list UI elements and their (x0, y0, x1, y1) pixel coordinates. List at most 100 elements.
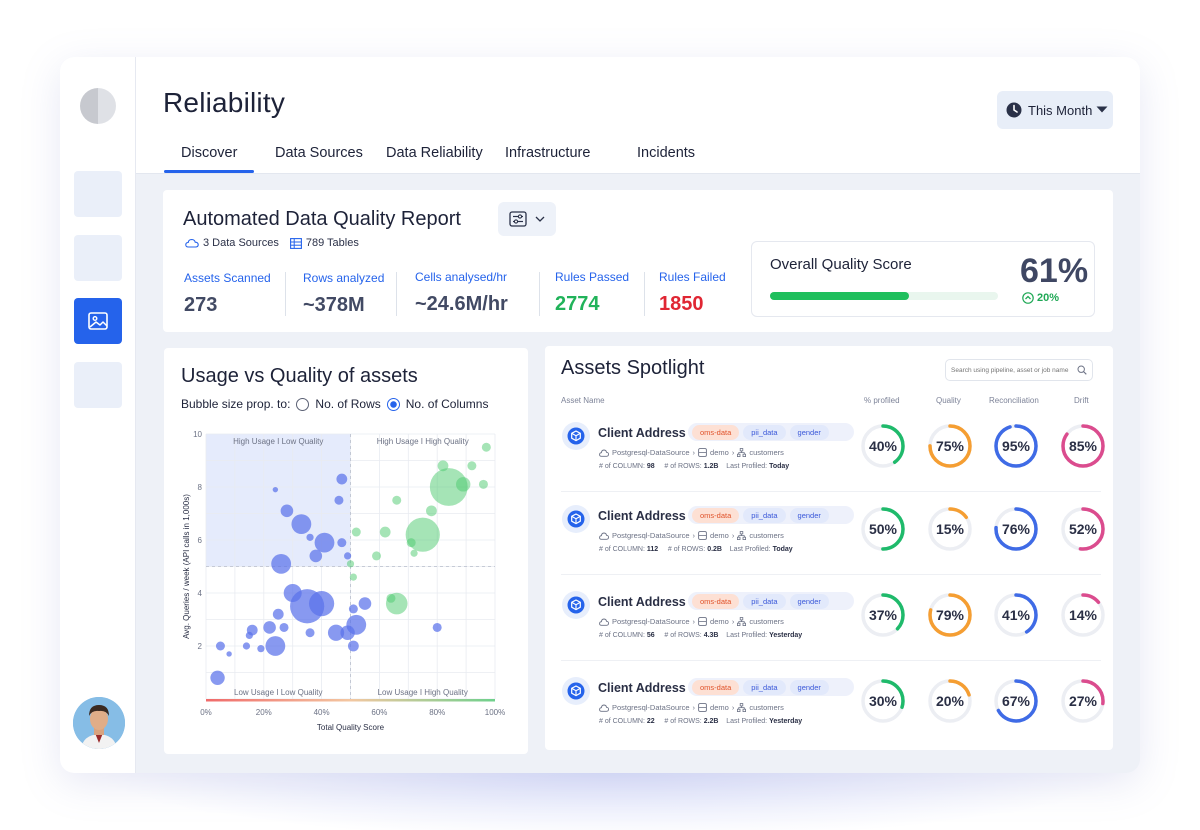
ring-chart (861, 593, 905, 637)
radio-rows-label[interactable]: No. of Rows (315, 397, 381, 411)
sidebar (60, 57, 136, 773)
ring-value: 75% (935, 438, 965, 454)
asset-table[interactable]: customers (749, 703, 784, 712)
ring-fill (928, 679, 972, 723)
radio-columns-label[interactable]: No. of Columns (405, 397, 489, 411)
asset-name[interactable]: Client Address (598, 681, 686, 695)
bubble-point (348, 604, 358, 614)
metric-rules-failed: Rules Failed 1850 (659, 270, 726, 316)
asset-icon-wrap (562, 505, 590, 533)
tag[interactable]: pii_data (743, 507, 786, 523)
score-title: Overall Quality Score (770, 256, 912, 273)
column-count: 112 (646, 546, 659, 553)
asset-path: Postgresql-DataSource › demo › customers (599, 617, 784, 626)
report-filter-button[interactable] (498, 202, 556, 236)
tag[interactable]: oms-data (692, 593, 740, 609)
asset-icon-wrap (562, 591, 590, 619)
asset-source[interactable]: Postgresql-DataSource (612, 703, 690, 712)
cube-icon (567, 682, 585, 700)
column-count-label: # of COLUMN: (599, 718, 645, 725)
chevron-right-icon: › (731, 703, 735, 712)
ring-fill (928, 593, 972, 637)
bubble-point (386, 593, 396, 603)
metric-value: ~378M (303, 294, 365, 316)
asset-schema[interactable]: demo (710, 448, 729, 457)
tag[interactable]: pii_data (743, 679, 786, 695)
tag[interactable]: pii_data (743, 424, 786, 440)
bubble-point (358, 597, 372, 610)
tab-incidents[interactable]: Incidents (637, 145, 696, 161)
asset-name[interactable]: Client Address (598, 426, 686, 440)
tab-infrastructure[interactable]: Infrastructure (505, 145, 591, 161)
app-logo[interactable] (80, 88, 116, 124)
ring-fill (861, 593, 905, 637)
col-profiled: % profiled (864, 396, 900, 405)
tag[interactable]: gender (789, 679, 829, 695)
last-profiled: Yesterday (769, 718, 803, 725)
bubble-point (337, 538, 347, 548)
spotlight-search[interactable] (945, 359, 1093, 381)
tab-data-reliability[interactable]: Data Reliability (386, 145, 483, 161)
sidebar-item-4[interactable] (74, 362, 122, 408)
asset-table[interactable]: customers (749, 531, 784, 540)
asset-row[interactable]: Client Address oms-data pii_data gender … (545, 406, 1113, 492)
ring-quality: 79% (926, 591, 974, 639)
sidebar-item-gallery[interactable] (74, 298, 122, 344)
bubble-point (226, 651, 232, 657)
row-divider (561, 660, 1101, 661)
ring-value: 27% (1068, 693, 1098, 709)
bubble-point (346, 560, 355, 568)
sidebar-item-1[interactable] (74, 171, 122, 217)
metric-label: Cells analysed/hr (415, 270, 508, 284)
tag[interactable]: gender (789, 507, 829, 523)
bubble-point (349, 573, 357, 581)
asset-path: Postgresql-DataSource › demo › customers (599, 703, 784, 712)
asset-source[interactable]: Postgresql-DataSource (612, 531, 690, 540)
tag[interactable]: oms-data (692, 424, 740, 440)
asset-table[interactable]: customers (749, 448, 784, 457)
quality-report-card: Automated Data Quality Report 3 Data Sou… (163, 190, 1113, 332)
col-reconciliation: Reconciliation (989, 396, 1039, 405)
column-count-label: # of COLUMN: (599, 632, 645, 639)
asset-name[interactable]: Client Address (598, 509, 686, 523)
ring-fill (861, 424, 905, 468)
asset-row[interactable]: Client Address oms-data pii_data gender … (545, 575, 1113, 661)
ring-value: 20% (935, 693, 965, 709)
asset-row[interactable]: Client Address oms-data pii_data gender … (545, 661, 1113, 747)
asset-schema[interactable]: demo (710, 703, 729, 712)
col-asset-name: Asset Name (561, 396, 605, 405)
chevron-right-icon: › (731, 617, 735, 626)
last-profiled-label: Last Profiled: (726, 718, 768, 725)
period-dropdown[interactable]: This Month (997, 91, 1113, 129)
bubble-point (280, 504, 294, 518)
asset-tags: oms-data pii_data gender (688, 506, 854, 524)
user-avatar[interactable] (73, 697, 125, 749)
tab-data-sources[interactable]: Data Sources (275, 145, 363, 161)
score-delta: 20% (1022, 292, 1059, 304)
quadrant-label: High Usage I Low Quality (233, 437, 323, 446)
tag[interactable]: gender (789, 424, 829, 440)
last-profiled-label: Last Profiled: (726, 632, 768, 639)
radio-columns[interactable] (386, 397, 400, 411)
y-tick-label: 10 (193, 430, 202, 439)
tab-discover[interactable]: Discover (181, 145, 238, 161)
metric-rules-passed: Rules Passed 2774 (555, 270, 629, 316)
asset-table[interactable]: customers (749, 617, 784, 626)
tag[interactable]: oms-data (692, 679, 740, 695)
radio-rows[interactable] (296, 397, 310, 411)
asset-name[interactable]: Client Address (598, 595, 686, 609)
tag[interactable]: gender (789, 593, 829, 609)
asset-schema[interactable]: demo (710, 531, 729, 540)
chevron-right-icon: › (692, 448, 696, 457)
database-icon (698, 531, 707, 540)
asset-source[interactable]: Postgresql-DataSource (612, 617, 690, 626)
tag[interactable]: oms-data (692, 507, 740, 523)
asset-schema[interactable]: demo (710, 617, 729, 626)
asset-source[interactable]: Postgresql-DataSource (612, 448, 690, 457)
bubble-point (340, 625, 355, 640)
tag[interactable]: pii_data (743, 593, 786, 609)
x-tick-label: 80% (429, 708, 445, 717)
sidebar-item-2[interactable] (74, 235, 122, 281)
spotlight-search-input[interactable] (951, 366, 1069, 374)
asset-row[interactable]: Client Address oms-data pii_data gender … (545, 489, 1113, 575)
